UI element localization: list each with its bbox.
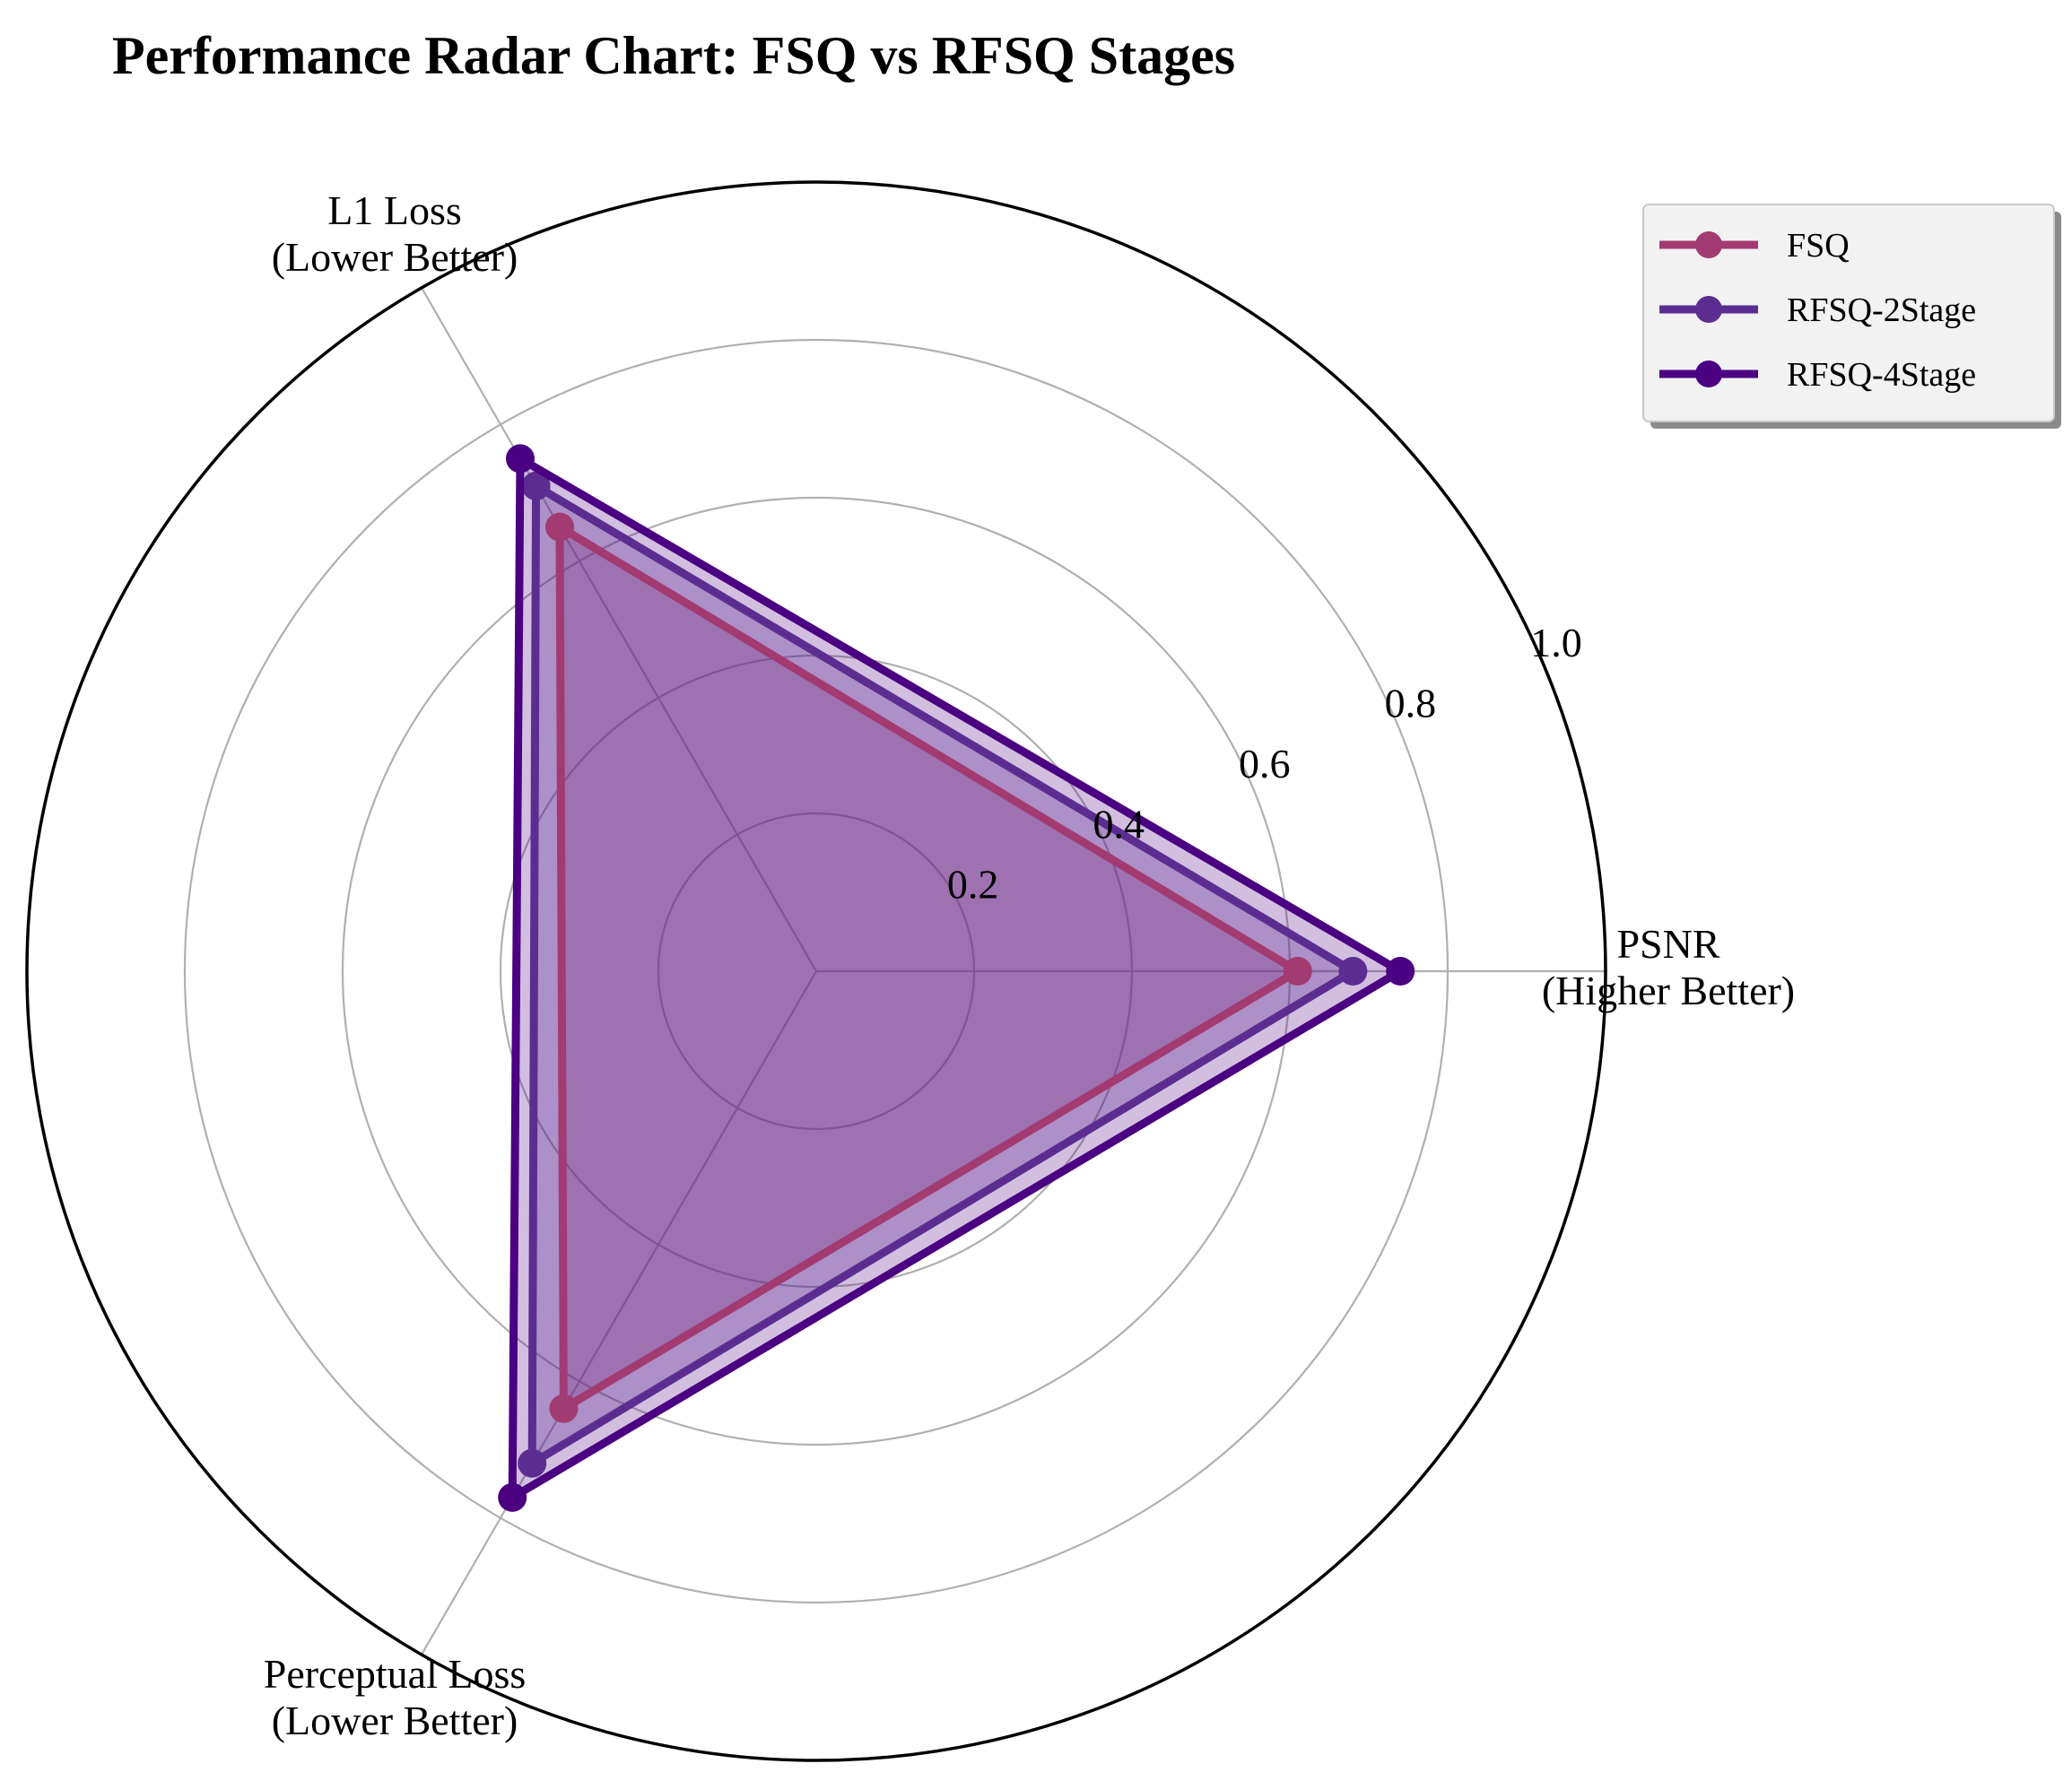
legend-box [1642, 204, 2055, 422]
series-line [555, 523, 1302, 1413]
r-tick-label: 0.6 [1239, 741, 1291, 786]
outer-frame [25, 180, 1607, 1762]
axis-labels: PSNR (Higher Better) L1 Loss (Lower Better)… [264, 187, 1795, 1743]
series-line [527, 482, 1357, 1468]
chart-title: Performance Radar Chart: FSQ vs RFSQ Sta… [112, 26, 1235, 85]
legend-marker [1695, 361, 1722, 387]
legend-marker [1695, 296, 1722, 323]
data-point [506, 444, 535, 473]
data-point [545, 512, 574, 542]
series-fill [560, 526, 1298, 1409]
axis-label: PSNR (Higher Better) [1542, 921, 1795, 1013]
r-tick-label: 0.4 [1093, 801, 1145, 847]
radar-series [498, 444, 1415, 1512]
radial-tick-labels: 0.2 0.4 0.6 0.8 1.0 [947, 620, 1582, 907]
data-point [498, 1482, 527, 1512]
data-point [521, 471, 551, 500]
r-tick-label: 0.8 [1385, 681, 1437, 726]
data-point [549, 1394, 579, 1423]
legend-label: RFSQ-2Stage [1787, 291, 1976, 329]
legend-label: FSQ [1787, 227, 1850, 265]
data-point [1386, 957, 1415, 986]
axis-spoke [421, 970, 817, 1655]
series-fill [512, 458, 1401, 1498]
axis-spoke [421, 287, 817, 972]
legend: FSQ RFSQ-2Stage RFSQ-4Stage [1642, 204, 2061, 429]
r-tick-label: 1.0 [1530, 620, 1582, 665]
data-point [518, 1448, 547, 1478]
series-line [508, 454, 1405, 1502]
legend-label: RFSQ-4Stage [1787, 356, 1976, 394]
r-tick-label: 0.2 [947, 862, 999, 908]
axis-label: Perceptual Loss (Lower Better) [264, 1651, 527, 1743]
series-fill [532, 485, 1354, 1464]
axis-label: L1 Loss (Lower Better) [272, 187, 518, 280]
data-point [1338, 957, 1368, 986]
data-point [1283, 957, 1312, 986]
legend-marker [1695, 231, 1722, 258]
